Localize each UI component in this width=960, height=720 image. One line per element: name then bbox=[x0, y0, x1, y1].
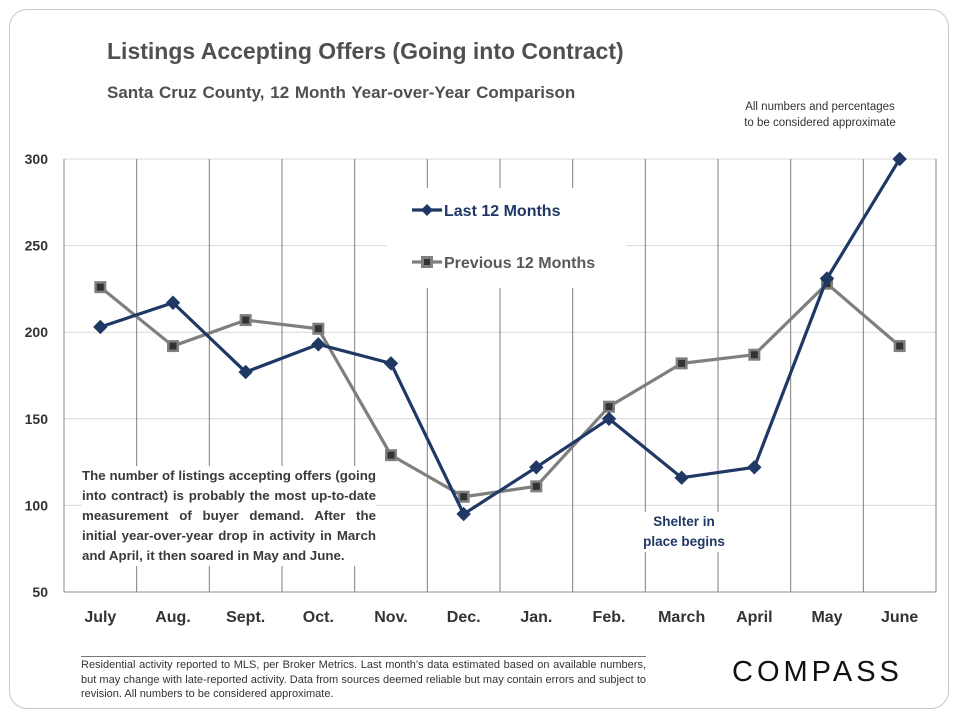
legend-label: Previous 12 Months bbox=[444, 255, 595, 272]
data-point-last-12-months bbox=[165, 295, 181, 310]
y-tick-label: 100 bbox=[25, 497, 49, 513]
x-tick-label: Dec. bbox=[447, 609, 481, 626]
data-point-previous-12-months-inner bbox=[242, 316, 250, 324]
legend-label: Last 12 Months bbox=[444, 203, 561, 220]
shelter-annotation-line-2: place begins bbox=[643, 534, 725, 549]
data-point-previous-12-months-inner bbox=[169, 342, 177, 350]
x-tick-label: July bbox=[84, 609, 116, 626]
legend-background bbox=[386, 188, 626, 288]
chart-subtitle: Santa Cruz County, 12 Month Year-over-Ye… bbox=[107, 83, 576, 102]
data-point-last-12-months bbox=[93, 319, 108, 335]
legend-marker-square-inner bbox=[424, 259, 430, 265]
x-tick-label: Nov. bbox=[374, 609, 407, 626]
data-point-last-12-months bbox=[747, 460, 762, 475]
approximation-note: All numbers and percentages to be consid… bbox=[700, 99, 940, 131]
data-point-previous-12-months-inner bbox=[750, 351, 758, 359]
data-point-last-12-months bbox=[892, 151, 907, 167]
y-tick-label: 250 bbox=[25, 238, 49, 254]
y-tick-label: 300 bbox=[25, 151, 49, 167]
shelter-annotation-line-1: Shelter in bbox=[653, 514, 715, 529]
compass-logo: COMPASS bbox=[732, 656, 903, 688]
approximation-note-line-1: All numbers and percentages bbox=[745, 101, 895, 113]
x-tick-label: June bbox=[881, 609, 918, 626]
x-tick-label: Aug. bbox=[155, 609, 191, 626]
shelter-in-place-annotation: Shelter in place begins bbox=[628, 512, 740, 552]
series-line-last-12-months bbox=[99, 158, 902, 516]
chart-title: Listings Accepting Offers (Going into Co… bbox=[107, 38, 624, 64]
data-point-previous-12-months-inner bbox=[314, 325, 322, 333]
data-point-last-12-months bbox=[819, 271, 835, 286]
data-point-previous-12-months-inner bbox=[387, 451, 395, 459]
x-tick-label: Sept. bbox=[226, 609, 265, 626]
legend-marker-diamond bbox=[421, 204, 433, 216]
data-point-previous-12-months-inner bbox=[96, 283, 104, 291]
x-tick-label: Feb. bbox=[593, 609, 626, 626]
x-tick-label: Oct. bbox=[303, 609, 334, 626]
x-tick-label: March bbox=[658, 609, 705, 626]
data-point-last-12-months bbox=[456, 506, 471, 522]
footer-disclaimer: Residential activity reported to MLS, pe… bbox=[81, 656, 646, 702]
x-tick-label: April bbox=[736, 609, 772, 626]
y-tick-label: 200 bbox=[25, 324, 49, 340]
data-point-previous-12-months-inner bbox=[678, 359, 686, 367]
y-tick-label: 50 bbox=[32, 584, 48, 600]
data-point-last-12-months bbox=[529, 460, 544, 475]
x-tick-label: Jan. bbox=[520, 609, 552, 626]
data-point-previous-12-months-inner bbox=[532, 482, 540, 490]
x-tick-label: May bbox=[811, 609, 842, 626]
data-point-last-12-months bbox=[674, 470, 689, 485]
data-point-last-12-months bbox=[383, 356, 399, 371]
y-tick-label: 150 bbox=[25, 411, 49, 427]
data-point-last-12-months bbox=[601, 411, 617, 427]
data-point-previous-12-months-inner bbox=[896, 342, 904, 350]
data-point-last-12-months bbox=[238, 364, 253, 380]
data-point-previous-12-months-inner bbox=[605, 403, 613, 411]
data-point-previous-12-months-inner bbox=[460, 493, 468, 501]
approximation-note-line-2: to be considered approximate bbox=[744, 117, 896, 129]
data-point-last-12-months bbox=[311, 337, 326, 352]
commentary-note: The number of listings accepting offers … bbox=[82, 466, 376, 566]
